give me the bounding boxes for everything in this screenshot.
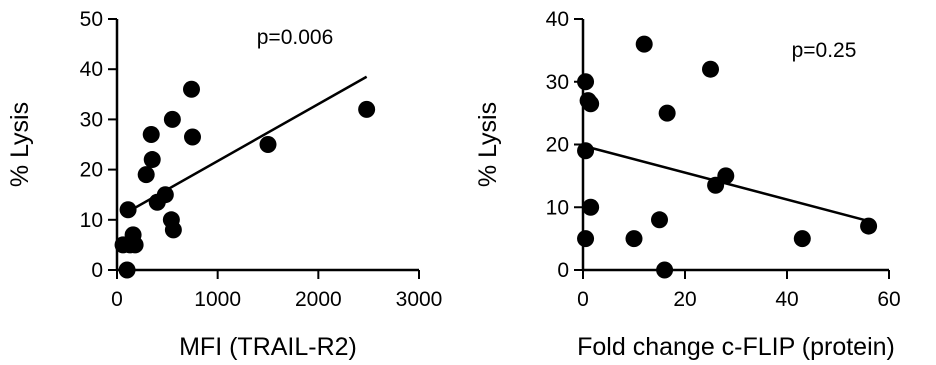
x-tick-label: 0 [111,288,123,311]
data-point [656,261,674,279]
data-point [163,110,181,128]
data-point [635,35,653,53]
y-tick-label: 50 [80,8,103,31]
data-point [358,100,376,118]
data-point [137,166,155,184]
y-axis-label: % Lysis [474,102,502,187]
data-point [164,221,182,239]
data-point [658,104,676,122]
x-axis-label: Fold change c-FLIP (protein) [577,333,895,361]
data-point [142,125,160,143]
y-tick-label: 40 [80,58,103,81]
y-tick-label: 10 [546,196,569,219]
data-point [182,80,200,98]
data-point [625,230,643,248]
x-tick-label: 2000 [295,288,342,311]
data-point [119,201,137,219]
data-point [184,128,201,146]
scatter-panel-trail-r2: 0 10 20 30 40 50 0 1000 2000 3000 MFI (TRAIL-R2) % … [6,8,443,361]
y-tick-label: 30 [546,71,569,94]
data-point [860,217,878,235]
y-tick-label: 0 [557,259,569,282]
x-tick-label: 40 [775,288,798,311]
data-point [582,95,600,113]
data-point [651,211,668,229]
data-point [702,60,719,78]
data-point [577,230,595,248]
data-point [577,142,595,160]
data-point [793,230,811,248]
x-tick-label: 20 [673,288,696,311]
y-tick-label: 20 [546,134,569,157]
p-value-annotation: p=0.25 [792,39,857,62]
y-tick-label: 30 [80,108,103,131]
data-point [717,167,735,185]
x-tick-label: 1000 [194,288,241,311]
y-tick-label: 0 [91,259,103,282]
data-point [126,236,144,254]
data-point [118,261,136,279]
data-point [582,198,600,216]
y-axis-label: % Lysis [6,102,34,187]
y-tick-label: 40 [546,8,569,31]
x-tick-label: 60 [877,288,900,311]
x-axis-label: MFI (TRAIL-R2) [179,333,357,361]
data-point [259,136,277,153]
x-tick-label: 3000 [396,288,443,311]
y-tick-label: 10 [80,209,103,232]
x-tick-label: 0 [577,288,589,311]
scatter-panel-c-flip: 0 10 20 30 40 0 20 40 60 Fold change c-FLIP (prot… [474,8,901,361]
data-point [577,73,595,91]
data-point [143,151,161,169]
y-tick-label: 20 [80,159,103,182]
data-point [156,186,174,204]
p-value-annotation: p=0.006 [257,26,334,49]
